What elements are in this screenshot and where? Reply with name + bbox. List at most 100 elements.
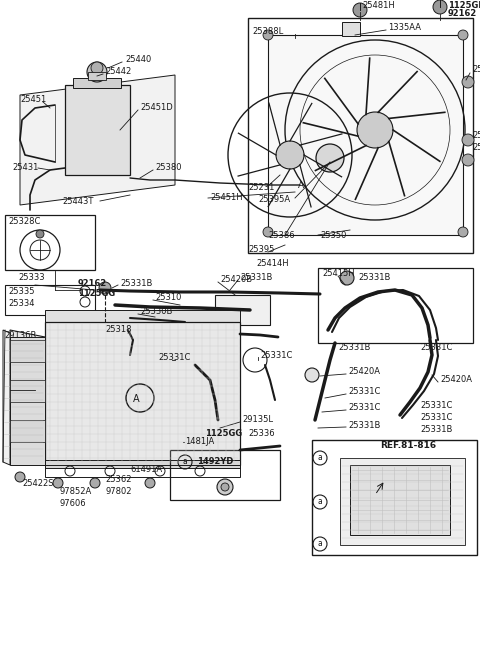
Text: a: a [318, 453, 323, 463]
Circle shape [353, 3, 367, 17]
Circle shape [53, 478, 63, 488]
Text: 25330B: 25330B [140, 307, 172, 317]
Text: 29135L: 29135L [242, 415, 273, 424]
Text: 25380: 25380 [155, 164, 181, 173]
Circle shape [194, 432, 206, 444]
Text: 25328C: 25328C [8, 217, 40, 227]
Text: 25331B: 25331B [120, 279, 152, 288]
Text: 25235: 25235 [472, 66, 480, 74]
Circle shape [305, 368, 319, 382]
Bar [45, 322, 240, 465]
Text: 25481H: 25481H [362, 1, 395, 11]
Text: 25331B: 25331B [358, 273, 390, 283]
Bar [350, 465, 450, 535]
Bar [10, 420, 45, 442]
Text: 25331B: 25331B [338, 344, 371, 353]
Text: 25420A: 25420A [348, 367, 380, 376]
Text: 25442: 25442 [105, 68, 131, 76]
Bar [342, 22, 360, 36]
Text: 25310: 25310 [155, 294, 181, 302]
Text: a: a [182, 457, 187, 466]
Circle shape [36, 230, 44, 238]
Text: 92162: 92162 [448, 9, 477, 18]
Circle shape [99, 282, 111, 294]
Circle shape [462, 134, 474, 146]
Circle shape [316, 144, 344, 172]
Text: 25451D: 25451D [140, 104, 173, 112]
Text: 25414H: 25414H [256, 258, 288, 267]
Polygon shape [3, 330, 10, 465]
Text: 25336: 25336 [248, 428, 275, 438]
Circle shape [87, 62, 107, 82]
Text: 25331B: 25331B [240, 273, 272, 283]
Bar [73, 78, 121, 88]
Text: 25415H: 25415H [322, 269, 355, 277]
Bar [65, 85, 130, 175]
Circle shape [263, 30, 273, 40]
Circle shape [91, 62, 103, 74]
Text: 25385B: 25385B [472, 143, 480, 152]
Text: a: a [318, 539, 323, 549]
Text: 1125GG: 1125GG [78, 288, 115, 298]
Text: 25331C: 25331C [158, 353, 191, 363]
Circle shape [263, 227, 273, 237]
Text: 25420A: 25420A [440, 376, 472, 384]
Circle shape [145, 478, 155, 488]
Text: 25431: 25431 [12, 164, 38, 173]
Text: 25350: 25350 [320, 231, 347, 240]
Bar [312, 440, 477, 555]
Circle shape [15, 472, 25, 482]
Bar [88, 72, 106, 80]
Text: 92162: 92162 [78, 279, 107, 288]
Text: 61491A: 61491A [130, 466, 162, 474]
Text: 29136R: 29136R [4, 330, 36, 340]
Text: 1481JA: 1481JA [185, 438, 214, 447]
Bar [45, 460, 240, 468]
Bar [5, 215, 95, 270]
Text: 1125GB: 1125GB [448, 1, 480, 9]
Text: 25331C: 25331C [348, 388, 380, 397]
Polygon shape [10, 330, 45, 465]
Bar [318, 268, 473, 343]
Circle shape [340, 271, 354, 285]
Bar [248, 18, 473, 253]
Text: 25443T: 25443T [62, 198, 94, 206]
Text: 97802: 97802 [105, 487, 132, 497]
Text: 25331C: 25331C [348, 403, 380, 413]
Text: 1335AA: 1335AA [388, 24, 421, 32]
Text: 25388L: 25388L [252, 28, 283, 37]
Polygon shape [45, 310, 240, 322]
Bar [10, 340, 45, 362]
Bar [268, 35, 463, 235]
Circle shape [357, 112, 393, 148]
Text: 25362: 25362 [105, 476, 132, 484]
Circle shape [217, 479, 233, 495]
Bar [5, 285, 95, 315]
Text: 25420B: 25420B [220, 275, 252, 284]
Text: 25440: 25440 [125, 55, 151, 64]
Text: 97852A: 97852A [60, 487, 92, 497]
Text: 25231: 25231 [248, 183, 275, 193]
Text: A: A [132, 394, 139, 404]
Text: 25422S: 25422S [22, 478, 53, 487]
Bar [10, 380, 45, 402]
Text: 25331C: 25331C [420, 344, 452, 353]
Text: 25334: 25334 [8, 298, 35, 307]
Text: 25335: 25335 [8, 288, 35, 296]
Text: REF.81-816: REF.81-816 [380, 440, 436, 449]
Text: 25331B: 25331B [420, 426, 452, 434]
Circle shape [167, 430, 183, 446]
Circle shape [458, 227, 468, 237]
Bar [10, 337, 45, 465]
Text: 1125GG: 1125GG [205, 428, 242, 438]
Text: 25451: 25451 [20, 95, 46, 104]
Circle shape [221, 483, 229, 491]
Text: 25318: 25318 [105, 325, 132, 334]
Circle shape [276, 141, 304, 169]
Circle shape [433, 0, 447, 14]
Polygon shape [340, 458, 465, 545]
Text: 25331C: 25331C [420, 413, 452, 422]
Circle shape [458, 30, 468, 40]
Text: 25385B: 25385B [472, 131, 480, 141]
Text: 25395A: 25395A [258, 196, 290, 204]
